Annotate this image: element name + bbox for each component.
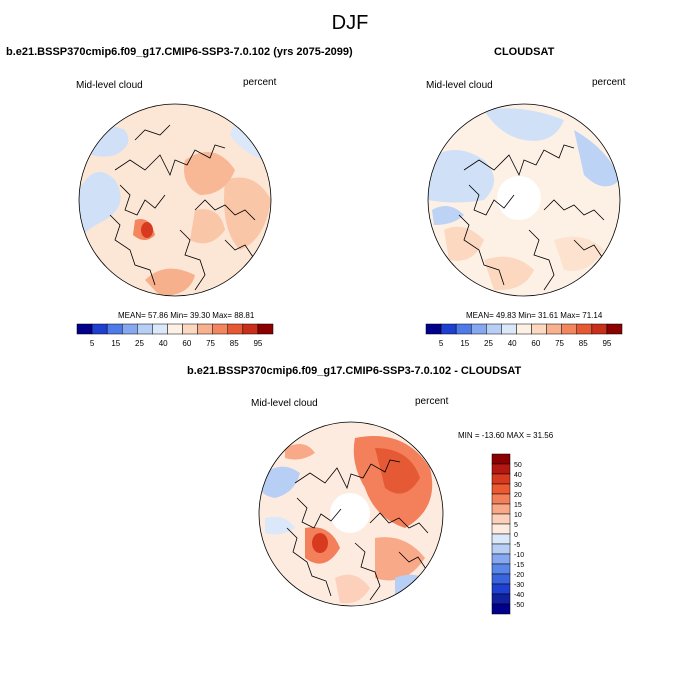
panel-1-variable-label: Mid-level cloud	[76, 80, 143, 91]
colorbar-swatch	[491, 583, 511, 595]
colorbar-swatch	[491, 563, 511, 575]
panel-1-polar-map	[78, 103, 272, 297]
panel-2-colorbar-swatches	[425, 323, 623, 335]
colorbar-swatch	[491, 453, 511, 465]
figure-title: DJF	[331, 12, 369, 34]
colorbar-tick-label: 40	[159, 339, 168, 348]
colorbar-swatch	[491, 493, 511, 505]
colorbar-swatch	[491, 533, 511, 545]
colorbar-swatch	[257, 323, 274, 335]
colorbar-swatch	[182, 323, 198, 335]
colorbar-tick-label: 95	[253, 339, 262, 348]
colorbar-tick-label: -30	[514, 582, 524, 589]
panel-2-stats: MEAN= 49.83 Min= 31.61 Max= 71.14	[466, 311, 603, 320]
colorbar-tick-label: 5	[90, 339, 95, 348]
colorbar-swatch	[455, 323, 472, 335]
colorbar-swatch	[561, 323, 578, 335]
colorbar-swatch	[491, 503, 511, 515]
colorbar-swatch	[491, 603, 511, 615]
panel-3-stats: MIN = -13.60 MAX = 31.56	[458, 431, 554, 440]
colorbar-tick-label: 50	[514, 462, 522, 469]
colorbar-swatch	[470, 323, 487, 335]
colorbar-swatch	[606, 323, 623, 335]
colorbar-swatch	[440, 323, 457, 335]
colorbar-tick-label: -15	[514, 562, 524, 569]
colorbar-swatch	[501, 323, 517, 335]
colorbar-tick-label: 95	[602, 339, 611, 348]
panel-1-title: b.e21.BSSP370cmip6.f09_g17.CMIP6-SSP3-7.…	[6, 46, 353, 58]
colorbar-swatch	[491, 543, 511, 555]
colorbar-tick-label: 0	[514, 532, 518, 539]
colorbar-swatch	[491, 463, 511, 475]
colorbar-swatch	[516, 323, 532, 335]
colorbar-swatch	[227, 323, 244, 335]
colorbar-tick-label: 30	[514, 482, 522, 489]
colorbar-tick-label: 40	[514, 472, 522, 479]
colorbar-tick-label: 85	[230, 339, 239, 348]
colorbar-tick-label: 10	[514, 512, 522, 519]
colorbar-swatch	[576, 323, 593, 335]
panel-3-colorbar-swatches	[491, 453, 511, 615]
colorbar-tick-label: 25	[135, 339, 144, 348]
colorbar-tick-label: 15	[460, 339, 469, 348]
colorbar-swatch	[152, 323, 168, 335]
colorbar-swatch	[137, 323, 153, 335]
colorbar-swatch	[531, 323, 547, 335]
colorbar-swatch	[491, 553, 511, 565]
colorbar-swatch	[491, 513, 511, 525]
colorbar-swatch	[591, 323, 608, 335]
colorbar-swatch	[91, 323, 108, 335]
colorbar-swatch	[491, 473, 511, 485]
colorbar-tick-label: -50	[514, 602, 524, 609]
colorbar-swatch	[491, 573, 511, 585]
panel-1-colorbar: 5 15 25 40 60 75 85 95	[76, 323, 274, 348]
colorbar-tick-label: 75	[555, 339, 564, 348]
colorbar-tick-label: 5	[514, 522, 518, 529]
panel-2-colorbar-ticks: 5 15 25 40 60 75 85 95	[439, 339, 612, 348]
panel-2-polar-map	[427, 103, 621, 297]
colorbar-swatch	[121, 323, 138, 335]
colorbar-tick-label: 40	[508, 339, 517, 348]
colorbar-swatch	[197, 323, 213, 335]
colorbar-tick-label: 15	[514, 502, 522, 509]
colorbar-tick-label: 60	[182, 339, 191, 348]
colorbar-swatch	[491, 483, 511, 495]
colorbar-swatch	[486, 323, 502, 335]
colorbar-tick-label: 60	[531, 339, 540, 348]
colorbar-swatch	[106, 323, 123, 335]
panel-1-stats: MEAN= 57.86 Min= 39.30 Max= 88.81	[118, 311, 255, 320]
colorbar-tick-label: 5	[439, 339, 444, 348]
colorbar-swatch	[242, 323, 259, 335]
panel-3-variable-label: Mid-level cloud	[251, 398, 318, 409]
colorbar-tick-label: 15	[111, 339, 120, 348]
panel-1-colorbar-swatches	[76, 323, 274, 335]
colorbar-swatch	[491, 523, 511, 535]
panel-2-colorbar: 5 15 25 40 60 75 85 95	[425, 323, 623, 348]
colorbar-tick-label: 85	[579, 339, 588, 348]
colorbar-tick-label: -5	[514, 542, 520, 549]
colorbar-tick-label: -20	[514, 572, 524, 579]
panel-2-variable-label: Mid-level cloud	[426, 80, 493, 91]
panel-2-title: CLOUDSAT	[494, 46, 555, 58]
colorbar-swatch	[425, 323, 442, 335]
panel-3-units-label: percent	[415, 396, 449, 407]
panel-2-units-label: percent	[592, 77, 626, 88]
panel-3-polar-map	[258, 421, 444, 607]
colorbar-swatch	[546, 323, 562, 335]
colorbar-tick-label: -40	[514, 592, 524, 599]
colorbar-tick-label: 75	[206, 339, 215, 348]
colorbar-tick-label: 20	[514, 492, 522, 499]
colorbar-swatch	[491, 593, 511, 605]
panel-1-colorbar-ticks: 5 15 25 40 60 75 85 95	[90, 339, 263, 348]
panel-3-title: b.e21.BSSP370cmip6.f09_g17.CMIP6-SSP3-7.…	[187, 365, 522, 377]
colorbar-swatch	[212, 323, 229, 335]
panel-1-units-label: percent	[243, 77, 277, 88]
colorbar-swatch	[167, 323, 183, 335]
colorbar-swatch	[76, 323, 93, 335]
colorbar-tick-label: 25	[484, 339, 493, 348]
colorbar-tick-label: -10	[514, 552, 524, 559]
